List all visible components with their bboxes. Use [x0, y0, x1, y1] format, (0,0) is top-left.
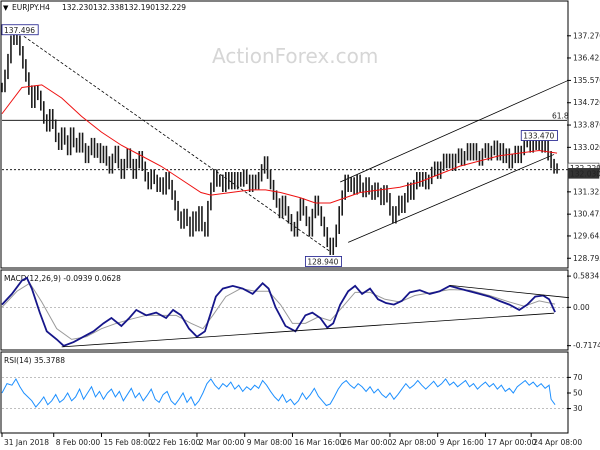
x-tick-label: 31 Jan 2018	[4, 438, 49, 447]
price-y-tick-label: 133.020	[573, 143, 600, 152]
macd-signal-line	[1, 282, 556, 340]
header-close: 132.229	[155, 3, 186, 12]
header-open: 132.230	[62, 3, 93, 12]
price-y-tick-label: 133.870	[573, 121, 600, 130]
price-annotations: 137.496 133.470 128.940	[1, 24, 558, 267]
macd-label: MACD(12,26,9) -0.0939 0.0628	[4, 274, 121, 283]
price-y-tick-label: 129.645	[573, 231, 600, 240]
macd-trendline	[61, 312, 555, 348]
rsi-y-axis: 70 50 30	[567, 373, 583, 413]
price-level-label: 61.8	[552, 111, 569, 120]
header-arrow: ▼	[3, 4, 9, 12]
x-tick-label: 16 Mar 16:00	[294, 438, 344, 447]
price-annotation-box	[304, 256, 342, 267]
macd-trendline	[449, 284, 570, 299]
price-tags: 132.229132.030	[567, 162, 600, 179]
price-y-tick-label: 137.270	[573, 31, 600, 40]
price-y-tick-label: 130.475	[573, 210, 600, 219]
price-annotation-box	[520, 130, 558, 141]
x-tick-label: 8 Feb 00:00	[56, 438, 101, 447]
x-tick-label: 17 Apr 00:00	[487, 438, 536, 447]
rsi-panel-frame	[0, 351, 569, 434]
price-y-tick-label: 134.720	[573, 98, 600, 107]
rsi-line	[1, 377, 556, 408]
price-annotation-box	[1, 24, 39, 36]
price-y-tick-label: 135.570	[573, 76, 600, 85]
macd-y-axis: 0.5834 0.00 -0.7174	[567, 272, 600, 350]
price-tag-label: 132.030	[570, 169, 600, 178]
rsi-label: RSI(14) 35.3788	[4, 356, 65, 365]
price-annotation-label: 137.496	[4, 26, 35, 35]
price-tag-box	[567, 168, 600, 179]
price-panel-frame	[0, 0, 569, 269]
header-low: 132.190	[124, 3, 155, 12]
price-levels: 61.8	[2, 111, 569, 171]
x-tick-label: 2 Apr 08:00	[392, 438, 436, 447]
price-series	[1, 30, 558, 255]
macd-y-tick-label: 0.5834	[573, 272, 599, 281]
price-trendline	[348, 154, 555, 243]
watermark: ActionForex.com	[212, 44, 378, 68]
price-y-tick-label: 136.425	[573, 53, 600, 62]
x-tick-label: 26 Mar 00:00	[342, 438, 392, 447]
header-high: 132.338	[93, 3, 124, 12]
x-tick-label: 24 Apr 08:00	[533, 438, 582, 447]
price-y-tick-label: 131.325	[573, 187, 600, 196]
price-annotation-label: 133.470	[523, 132, 554, 141]
macd-line	[1, 276, 556, 347]
macd-y-tick-label: 0.00	[573, 303, 590, 312]
macd-panel-frame	[0, 269, 569, 351]
x-tick-label: 15 Feb 08:00	[103, 438, 152, 447]
x-tick-label: 9 Apr 16:00	[440, 438, 484, 447]
rsi-y-tick-label: 70	[573, 373, 583, 382]
rsi-y-tick-label: 50	[573, 389, 583, 398]
price-y-tick-label: 128.795	[573, 254, 600, 263]
header-symbol: EURJPY.H4	[12, 3, 50, 12]
x-tick-label: 9 Mar 08:00	[247, 438, 293, 447]
x-tick-label: 22 Feb 16:00	[151, 438, 200, 447]
rsi-y-tick-label: 30	[573, 404, 583, 413]
price-y-axis: 137.270 136.425 135.570 134.720 133.870 133.0…	[567, 31, 600, 263]
moving-average-line	[1, 84, 558, 204]
price-trendline	[340, 80, 568, 183]
macd-y-tick-label: -0.7174	[573, 341, 600, 350]
macd-series	[1, 276, 570, 348]
price-annotation-label: 128.940	[307, 257, 338, 266]
rsi-series	[1, 377, 567, 409]
x-tick-label: 2 Mar 00:00	[199, 438, 245, 447]
